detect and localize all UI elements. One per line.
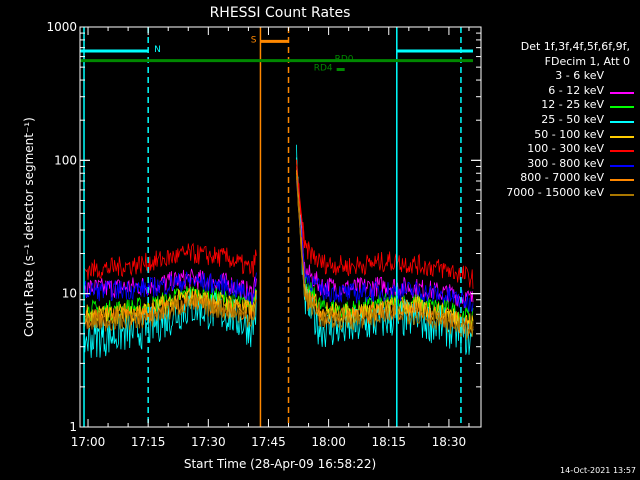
- timestamp: 14-Oct-2021 13:57: [560, 466, 636, 475]
- legend-entry-label: 800 - 7000 keV: [520, 171, 604, 185]
- y-tick-label: 10: [62, 287, 77, 301]
- legend-entry: 800 - 7000 keV: [482, 171, 634, 186]
- chart-title: RHESSI Count Rates: [210, 5, 351, 21]
- series-line-7-segment-1: [83, 271, 257, 306]
- interval-label-6: RD4: [314, 64, 333, 74]
- legend-entry: 6 - 12 keV: [482, 84, 634, 99]
- legend-entry-label: 6 - 12 keV: [548, 83, 604, 97]
- legend-entry: 12 - 25 keV: [482, 98, 634, 113]
- legend-swatch: [610, 106, 634, 109]
- legend-entry-label: 7000 - 15000 keV: [506, 185, 604, 199]
- interval-label-5: RD0: [335, 55, 354, 65]
- legend-entry: 300 - 800 keV: [482, 157, 634, 172]
- legend-entry-label: 25 - 50 keV: [541, 112, 604, 126]
- series-line-6-segment-2: [296, 159, 474, 289]
- legend: Det 1f,3f,4f,5f,6f,9f, FDecim 1, Att 0 3…: [482, 40, 634, 201]
- legend-entry-label: 50 - 100 keV: [534, 127, 604, 141]
- legend-entry: 7000 - 15000 keV: [482, 186, 634, 201]
- legend-entry-label: 12 - 25 keV: [541, 98, 604, 112]
- legend-swatch: [610, 77, 634, 80]
- legend-entry-label: 3 - 6 keV: [555, 69, 604, 83]
- x-tick-label: 17:45: [251, 435, 286, 449]
- legend-swatch: [610, 120, 634, 123]
- x-axis-label: Start Time (28-Apr-09 16:58:22): [184, 457, 376, 471]
- series-line-3-segment-1: [83, 285, 257, 322]
- x-tick-label: 18:30: [432, 435, 467, 449]
- series-line-2-segment-2: [296, 178, 474, 308]
- y-tick-label: 1: [69, 420, 77, 434]
- series-line-4-segment-1: [83, 289, 257, 358]
- series-line-9-segment-2: [296, 174, 474, 341]
- legend-swatch: [610, 91, 634, 94]
- y-tick-label: 100: [54, 153, 77, 167]
- legend-swatch: [610, 150, 634, 153]
- x-tick-label: 17:15: [131, 435, 166, 449]
- legend-header-line-1: Det 1f,3f,4f,5f,6f,9f,: [520, 40, 630, 53]
- legend-entry: 3 - 6 keV: [482, 69, 634, 84]
- y-axis-label: Count Rate (s⁻¹ detector segment⁻¹): [22, 117, 36, 337]
- interval-label-1: N: [154, 45, 161, 55]
- series-line-6-segment-1: [83, 242, 257, 280]
- series-line-9-segment-1: [83, 294, 257, 332]
- legend-swatch: [610, 164, 634, 167]
- x-axis: 17:00 17:15 17:30 17:45 18:00 18:15 18:30: [71, 27, 470, 449]
- y-axis: 1 10 100 1000: [46, 20, 481, 434]
- x-tick-label: 18:15: [371, 435, 406, 449]
- legend-header-line-2: FDecim 1, Att 0: [544, 54, 630, 68]
- series-peak-6: [296, 166, 306, 249]
- x-tick-label: 18:00: [311, 435, 346, 449]
- legend-entry: 50 - 100 keV: [482, 128, 634, 143]
- legend-swatch: [610, 135, 634, 138]
- x-tick-label: 17:30: [191, 435, 226, 449]
- interval-label-3: S: [251, 35, 257, 45]
- series-peak-9: [296, 176, 306, 297]
- legend-swatch: [610, 179, 634, 182]
- y-tick-label: 1000: [46, 20, 77, 34]
- x-tick-label: 17:00: [71, 435, 106, 449]
- legend-entry: 25 - 50 keV: [482, 113, 634, 128]
- legend-entry: 100 - 300 keV: [482, 142, 634, 157]
- series-line-3-segment-2: [296, 175, 474, 328]
- legend-swatch: [610, 193, 634, 196]
- series-line-8-segment-2: [296, 170, 474, 336]
- legend-entry-label: 300 - 800 keV: [527, 156, 604, 170]
- series-line-7-segment-2: [296, 179, 474, 312]
- plot-frame: [79, 26, 482, 428]
- legend-entry-label: 100 - 300 keV: [527, 142, 604, 156]
